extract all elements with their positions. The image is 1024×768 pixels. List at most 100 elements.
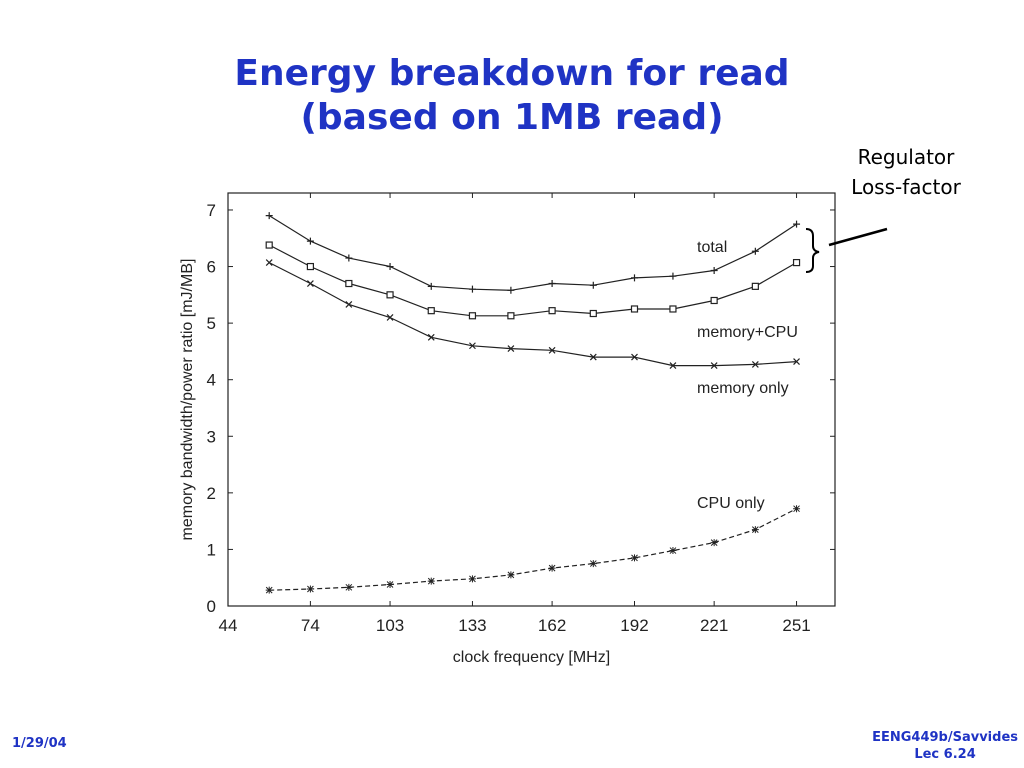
plot-frame bbox=[227, 192, 836, 607]
data-point bbox=[265, 212, 273, 220]
x-axis-label: clock frequency [MHz] bbox=[453, 649, 610, 666]
y-tick-label: 6 bbox=[207, 258, 216, 277]
series-layer bbox=[265, 212, 801, 594]
data-point bbox=[469, 342, 476, 350]
footer-lecture: Lec 6.24 bbox=[914, 747, 976, 762]
data-point bbox=[507, 286, 515, 294]
series-label: memory+CPU bbox=[697, 324, 798, 341]
series-cpu-only bbox=[265, 505, 801, 594]
series-line bbox=[268, 215, 797, 291]
y-tick-label: 0 bbox=[207, 597, 216, 616]
series-label: CPU only bbox=[697, 495, 765, 512]
data-point bbox=[710, 362, 718, 369]
data-point bbox=[669, 547, 677, 555]
y-tick-label: 4 bbox=[207, 371, 216, 390]
title-line-1: Energy breakdown for read bbox=[234, 53, 790, 94]
data-point bbox=[751, 360, 759, 368]
data-point bbox=[265, 241, 273, 249]
x-tick-label: 251 bbox=[782, 616, 810, 635]
footer-course: EENG449b/Savvides bbox=[872, 730, 1018, 745]
data-point bbox=[265, 586, 273, 594]
data-point bbox=[589, 309, 597, 318]
annotation-graphics bbox=[805, 227, 888, 273]
data-point bbox=[427, 282, 435, 290]
data-point bbox=[386, 314, 394, 321]
data-point bbox=[631, 353, 638, 361]
series-line bbox=[268, 262, 797, 367]
x-tick-label: 221 bbox=[700, 616, 728, 635]
data-point bbox=[630, 305, 639, 313]
footer-course-info: EENG449b/Savvides Lec 6.24 bbox=[872, 729, 1018, 763]
y-tick-label: 2 bbox=[207, 484, 216, 503]
data-point bbox=[793, 358, 800, 366]
data-point bbox=[265, 259, 273, 267]
y-axis-label: memory bandwidth/power ratio [mJ/MB] bbox=[179, 259, 196, 541]
data-point bbox=[345, 279, 353, 288]
data-point bbox=[589, 281, 597, 289]
data-point bbox=[669, 362, 677, 369]
data-point bbox=[468, 285, 476, 293]
data-point bbox=[386, 263, 394, 271]
data-point bbox=[793, 220, 801, 228]
data-point bbox=[306, 237, 314, 245]
y-tick-label: 5 bbox=[207, 314, 216, 333]
series-total bbox=[265, 212, 801, 294]
data-point bbox=[468, 575, 476, 583]
footer-date: 1/29/04 bbox=[12, 736, 67, 751]
series-line bbox=[269, 508, 797, 591]
data-point bbox=[306, 280, 314, 287]
series-label: memory only bbox=[697, 380, 789, 397]
data-point bbox=[306, 262, 314, 271]
data-point bbox=[589, 560, 597, 568]
data-point bbox=[792, 258, 801, 267]
data-point bbox=[751, 526, 759, 534]
curly-brace bbox=[805, 228, 820, 273]
series-memory-cpu bbox=[265, 241, 801, 320]
data-point bbox=[630, 274, 638, 282]
series-memory-only bbox=[265, 259, 800, 369]
plot-border bbox=[227, 192, 836, 607]
axes: 44 74 103 133 162 192 221 251 0 1 2 3 4 5 6 7 clock freq… bbox=[179, 193, 835, 666]
y-tick-label: 3 bbox=[207, 427, 216, 446]
series-line bbox=[268, 244, 797, 317]
data-point bbox=[669, 305, 677, 313]
x-tick-label: 74 bbox=[301, 616, 320, 635]
data-point bbox=[669, 272, 677, 280]
y-tick-label: 7 bbox=[207, 201, 216, 220]
annotation-line-2: Loss-factor bbox=[851, 175, 961, 199]
data-point bbox=[751, 247, 759, 255]
data-point bbox=[386, 291, 394, 299]
annotation-pointer bbox=[828, 227, 888, 247]
data-point bbox=[548, 564, 556, 572]
data-point bbox=[427, 333, 435, 341]
data-point bbox=[710, 267, 718, 275]
x-tick-label: 103 bbox=[376, 616, 404, 635]
data-point bbox=[345, 254, 353, 262]
slide-title: Energy breakdown for read (based on 1MB … bbox=[0, 52, 1024, 140]
regulator-annotation: Regulator Loss-factor bbox=[826, 142, 986, 202]
y-tick-label: 1 bbox=[207, 540, 216, 559]
data-point bbox=[507, 571, 515, 579]
data-point bbox=[507, 345, 515, 353]
data-point bbox=[468, 312, 477, 320]
x-tick-label: 133 bbox=[458, 616, 486, 635]
data-point bbox=[306, 585, 314, 593]
data-point bbox=[427, 307, 435, 315]
data-point bbox=[386, 581, 394, 589]
data-point bbox=[345, 301, 353, 308]
data-point bbox=[630, 554, 638, 562]
data-point bbox=[589, 353, 597, 361]
series-label: total bbox=[697, 239, 727, 256]
data-point bbox=[710, 539, 718, 547]
data-point bbox=[548, 280, 556, 288]
title-line-2: (based on 1MB read) bbox=[300, 97, 724, 138]
data-point bbox=[710, 296, 718, 305]
data-point bbox=[427, 577, 435, 585]
data-point bbox=[751, 282, 759, 290]
data-point bbox=[548, 346, 556, 354]
annotation-line-1: Regulator bbox=[857, 145, 955, 169]
data-point bbox=[345, 583, 353, 591]
x-tick-label: 192 bbox=[620, 616, 648, 635]
data-point bbox=[548, 307, 556, 315]
